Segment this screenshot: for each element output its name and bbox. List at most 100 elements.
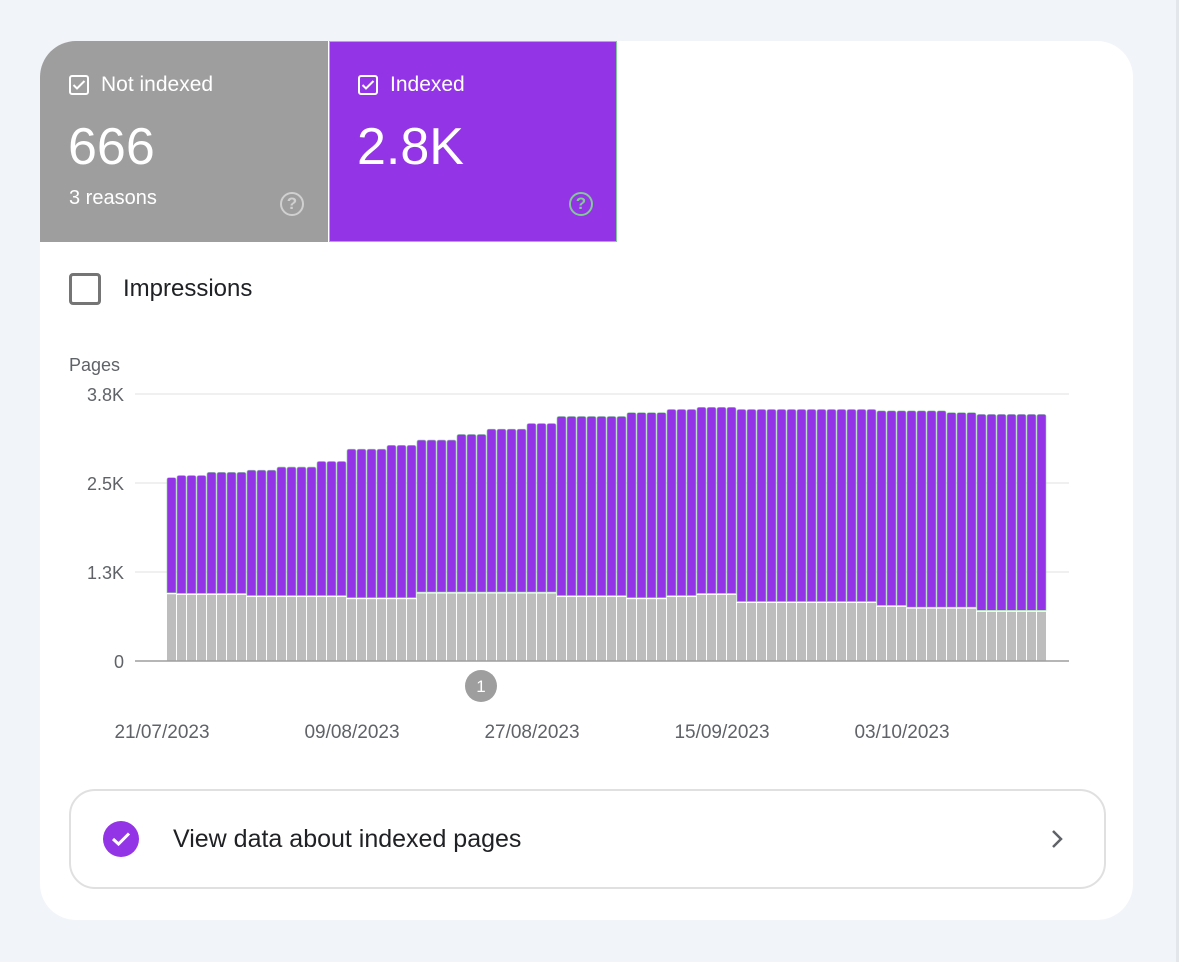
bar-not-indexed (217, 594, 226, 661)
bar-not-indexed (657, 599, 666, 661)
bar-not-indexed (627, 599, 636, 661)
bar-indexed (846, 409, 857, 602)
bar-indexed (286, 466, 297, 596)
bar-not-indexed (487, 593, 496, 661)
bar-indexed (446, 439, 457, 593)
annotation-label: 1 (476, 677, 485, 696)
bar-not-indexed (307, 597, 316, 661)
bar-indexed (876, 410, 887, 606)
bar-not-indexed (517, 593, 526, 661)
bar-not-indexed (447, 593, 456, 661)
bar-indexed (426, 439, 437, 593)
bar-indexed (1006, 414, 1017, 611)
impressions-label: Impressions (123, 275, 253, 302)
bar-not-indexed (277, 597, 286, 661)
indexed-tile[interactable]: Indexed 2.8K ? (329, 41, 617, 242)
bar-indexed (626, 412, 637, 598)
bar-not-indexed (367, 599, 376, 661)
bar-not-indexed (577, 597, 586, 661)
bar-not-indexed (387, 599, 396, 661)
bar-not-indexed (567, 597, 576, 661)
bar-not-indexed (707, 594, 716, 661)
bar-not-indexed (347, 599, 356, 661)
x-tick-label: 27/08/2023 (484, 722, 579, 743)
bar-not-indexed (737, 603, 746, 661)
y-tick-label: 2.5K (87, 474, 124, 494)
bar-indexed (236, 472, 247, 594)
bar-indexed (616, 416, 627, 596)
bar-indexed (926, 410, 937, 608)
bar-indexed (546, 423, 557, 593)
x-tick-label: 03/10/2023 (854, 722, 949, 743)
y-tick-label: 1.3K (87, 563, 124, 583)
bar-not-indexed (237, 594, 246, 661)
bar-indexed (986, 414, 997, 611)
checkbox-unchecked-icon[interactable] (69, 273, 101, 305)
help-icon[interactable]: ? (280, 192, 304, 216)
bar-indexed (326, 461, 337, 596)
bar-indexed (216, 472, 227, 594)
bar-not-indexed (807, 603, 816, 661)
bar-indexed (516, 428, 527, 593)
bar-not-indexed (427, 593, 436, 661)
bar-not-indexed (267, 597, 276, 661)
bar-not-indexed (777, 603, 786, 661)
bar-not-indexed (877, 606, 886, 661)
bar-indexed (936, 410, 947, 608)
bar-not-indexed (827, 603, 836, 661)
bar-indexed (856, 409, 867, 602)
bar-indexed (576, 416, 587, 596)
bar-indexed (506, 428, 517, 593)
bar-indexed (716, 407, 727, 594)
y-axis-title: Pages (69, 355, 120, 375)
not-indexed-reasons: 3 reasons (69, 187, 157, 209)
bar-indexed (206, 472, 217, 594)
bar-not-indexed (357, 599, 366, 661)
bar-indexed (646, 412, 657, 598)
bar-indexed (296, 466, 307, 596)
bar-not-indexed (867, 603, 876, 661)
indexed-count: 2.8K (357, 118, 464, 176)
not-indexed-tile[interactable]: Not indexed 666 3 reasons ? (40, 41, 328, 242)
bar-indexed (356, 448, 367, 598)
bar-not-indexed (557, 597, 566, 661)
checkbox-checked-icon[interactable] (358, 75, 378, 95)
bar-not-indexed (887, 606, 896, 661)
bar-not-indexed (697, 594, 706, 661)
bar-not-indexed (317, 597, 326, 661)
bar-not-indexed (1007, 611, 1016, 661)
bar-not-indexed (917, 608, 926, 661)
help-icon[interactable]: ? (569, 192, 593, 216)
bar-not-indexed (437, 593, 446, 661)
bar-indexed (726, 407, 737, 594)
bar-indexed (596, 416, 607, 596)
bar-indexed (246, 469, 257, 596)
bar-not-indexed (497, 593, 506, 661)
bar-indexed (896, 410, 907, 606)
bar-not-indexed (987, 611, 996, 661)
bar-indexed (1036, 414, 1047, 611)
bar-not-indexed (767, 603, 776, 661)
bar-not-indexed (337, 597, 346, 661)
bar-indexed (706, 407, 717, 594)
bar-indexed (736, 409, 747, 602)
window-edge (1176, 0, 1179, 962)
bar-not-indexed (177, 594, 186, 661)
impressions-toggle[interactable]: Impressions (69, 273, 252, 305)
bar-not-indexed (467, 593, 476, 661)
bar-not-indexed (817, 603, 826, 661)
view-indexed-pages-button[interactable]: View data about indexed pages (69, 789, 1106, 889)
bar-indexed (186, 475, 197, 594)
bar-not-indexed (547, 593, 556, 661)
bar-not-indexed (717, 594, 726, 661)
chevron-right-icon (1052, 830, 1063, 848)
bar-not-indexed (207, 594, 216, 661)
bar-indexed (796, 409, 807, 602)
bar-indexed (226, 472, 237, 594)
bar-not-indexed (377, 599, 386, 661)
bar-indexed (816, 409, 827, 602)
bar-indexed (756, 409, 767, 602)
checkbox-checked-icon[interactable] (69, 75, 89, 95)
bar-not-indexed (167, 594, 176, 661)
bar-not-indexed (937, 608, 946, 661)
